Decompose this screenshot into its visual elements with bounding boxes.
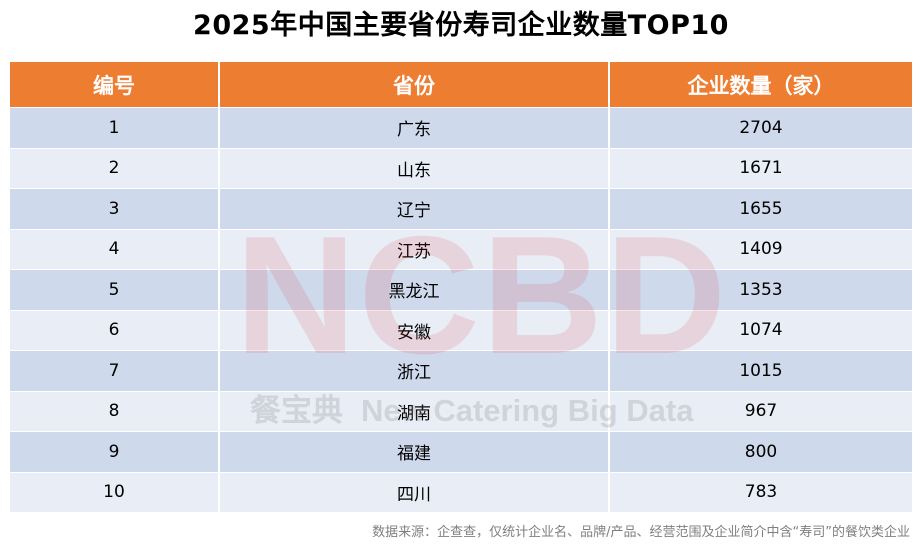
cell-province: 四川	[220, 472, 610, 512]
cell-number: 6	[10, 310, 220, 350]
table-row: 6 安徽 1074	[10, 309, 912, 350]
cell-number: 4	[10, 229, 220, 269]
cell-province: 福建	[220, 432, 610, 472]
header-enterprise-count: 企业数量（家）	[687, 73, 835, 98]
table-row: 10 四川 783	[10, 471, 912, 512]
cell-number: 3	[10, 189, 220, 229]
cell-province: 黑龙江	[220, 270, 610, 310]
table-row: 9 福建 800	[10, 431, 912, 472]
table-row: 3 辽宁 1655	[10, 188, 912, 229]
cell-enterprise-count: 783	[744, 482, 778, 503]
cell-enterprise-count: 1409	[739, 239, 783, 260]
cell-province: 安徽	[220, 310, 610, 350]
cell-enterprise-count: 967	[744, 401, 778, 422]
table-row: 2 山东 1671	[10, 147, 912, 188]
cell-enterprise-count: 1074	[739, 320, 783, 341]
cell-enterprise-count: 1671	[739, 158, 783, 179]
cell-province: 山东	[220, 148, 610, 188]
cell-enterprise-count: 800	[744, 441, 778, 462]
table-row: 7 浙江 1015	[10, 350, 912, 391]
cell-enterprise-count: 2704	[739, 117, 783, 138]
cell-province: 湖南	[220, 391, 610, 431]
cell-province: 广东	[220, 108, 610, 148]
cell-number: 5	[10, 270, 220, 310]
cell-number: 7	[10, 351, 220, 391]
table-row: 1 广东 2704	[10, 107, 912, 148]
ranking-table: 编号 省份 企业数量（家） 1 广东 2704 2 山东 1671 3 辽宁 1655 4 江苏 14…	[10, 62, 912, 512]
table-header-row: 编号 省份 企业数量（家）	[10, 62, 912, 107]
table-row: 4 江苏 1409	[10, 228, 912, 269]
page-title: 2025年中国主要省份寿司企业数量TOP10	[193, 10, 729, 41]
table-row: 8 湖南 967	[10, 390, 912, 431]
cell-number: 1	[10, 108, 220, 148]
table-body: 1 广东 2704 2 山东 1671 3 辽宁 1655 4 江苏 1409 5 黑龙江 1353 6 安徽 1…	[10, 107, 912, 512]
cell-province: 辽宁	[220, 189, 610, 229]
header-number: 编号	[10, 62, 220, 107]
cell-enterprise-count: 1015	[739, 360, 783, 381]
cell-number: 9	[10, 432, 220, 472]
cell-province: 浙江	[220, 351, 610, 391]
header-province: 省份	[220, 62, 610, 107]
cell-number: 10	[10, 472, 220, 512]
cell-province: 江苏	[220, 229, 610, 269]
cell-number: 8	[10, 391, 220, 431]
cell-number: 2	[10, 148, 220, 188]
cell-enterprise-count: 1655	[739, 198, 783, 219]
table-row: 5 黑龙江 1353	[10, 269, 912, 310]
cell-enterprise-count: 1353	[739, 279, 783, 300]
source-note: 数据来源：企查查，仅统计企业名、品牌/产品、经营范围及企业简介中含“寿司”的餐饮…	[372, 525, 910, 540]
